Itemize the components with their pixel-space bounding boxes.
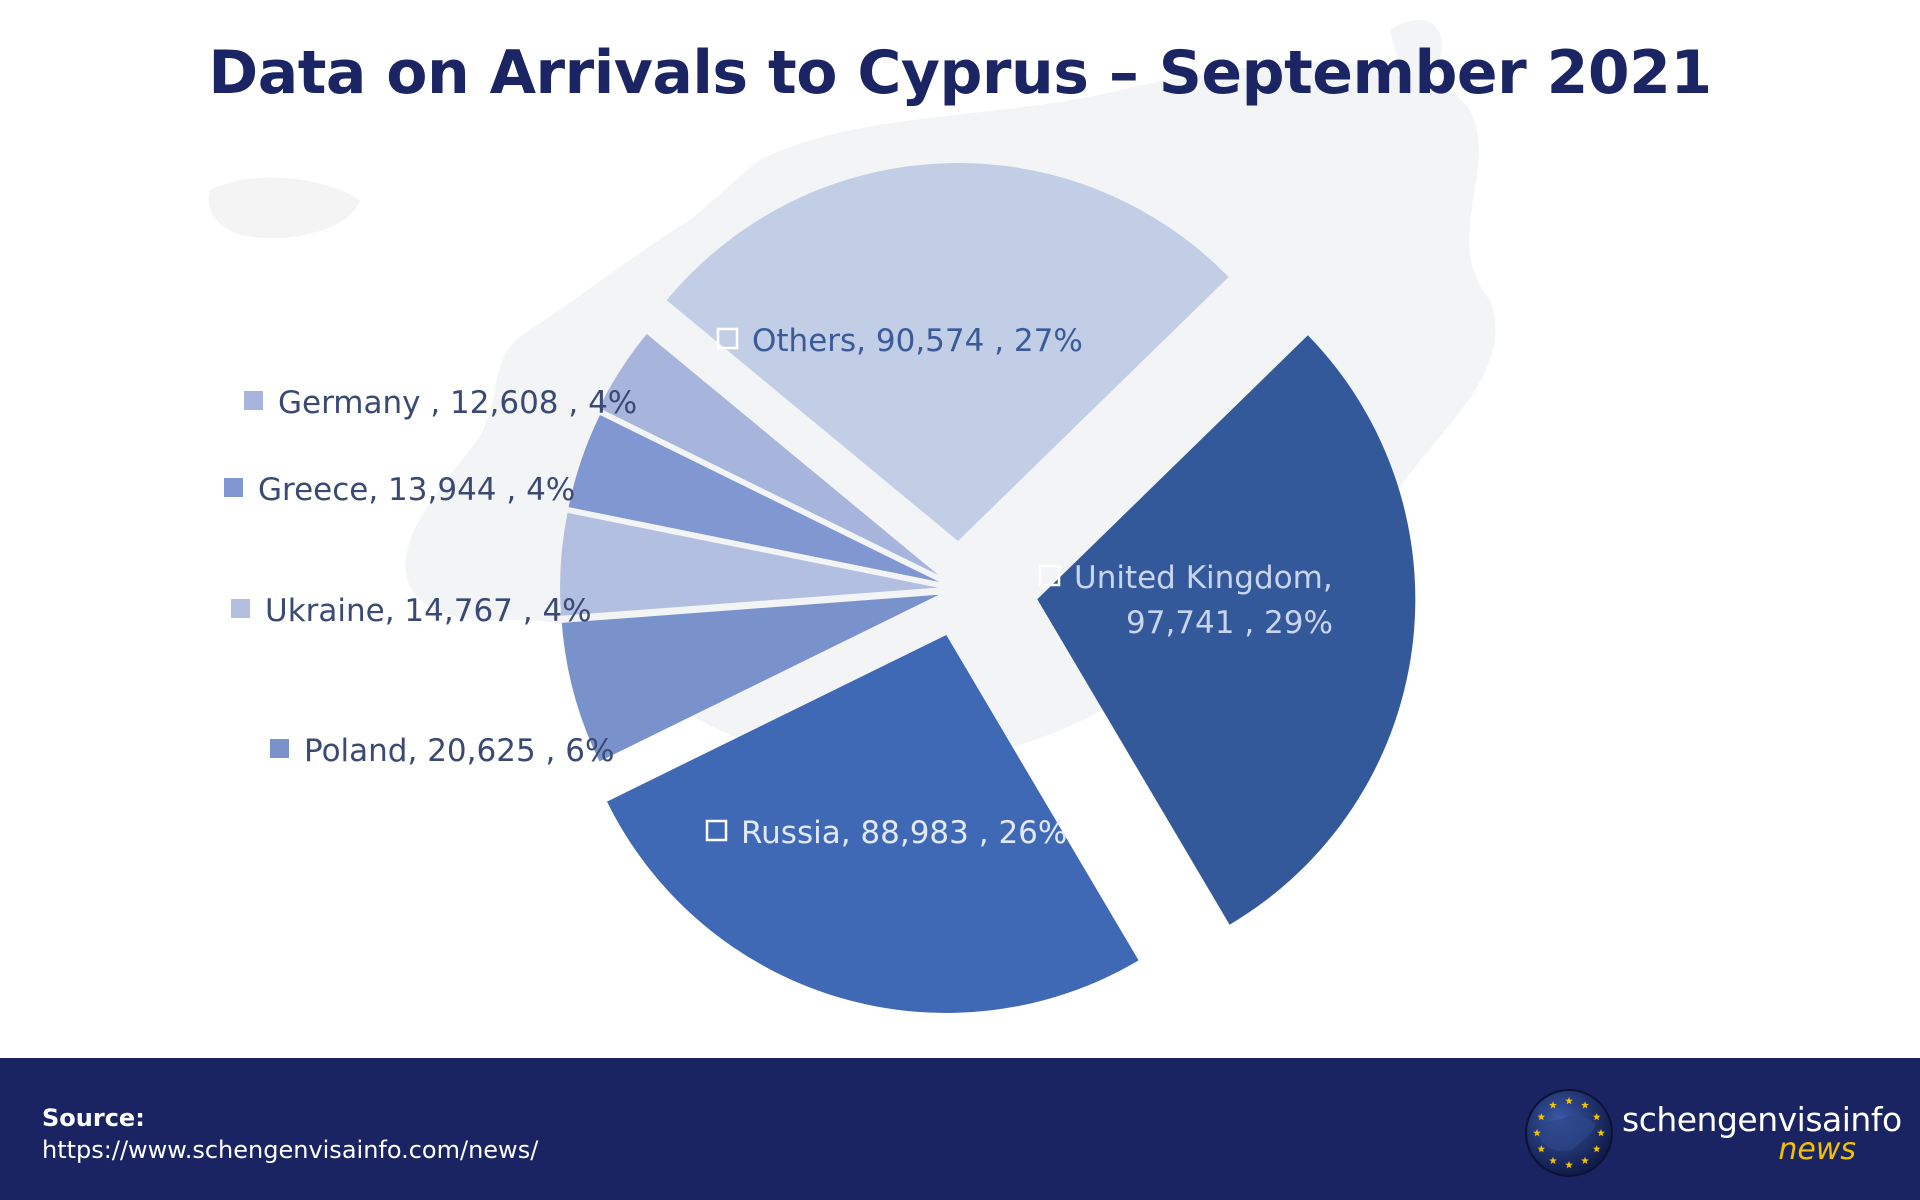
star-icon: [1592, 1113, 1601, 1121]
pie-slice-poland: [561, 594, 939, 762]
legend-key-greece: [224, 478, 243, 497]
brand-name: schengenvisainfo: [1622, 1100, 1902, 1139]
star-icon: [1592, 1145, 1601, 1153]
star-icon: [1537, 1113, 1546, 1121]
legend-key-united-kingdom: [1038, 564, 1061, 587]
source-url[interactable]: https://www.schengenvisainfo.com/news/: [42, 1136, 539, 1164]
data-label-germany: Germany , 12,608 , 4%: [244, 385, 637, 421]
data-label-text-poland: Poland, 20,625 , 6%: [304, 733, 614, 769]
star-icon: [1533, 1129, 1541, 1137]
data-label-united-kingdom: United Kingdom, 97,741 , 29%: [1038, 560, 1333, 641]
brand-logo-group[interactable]: schengenvisainfo news: [1524, 1082, 1904, 1182]
pie-slice-united-kingdom: [1037, 335, 1416, 925]
source-label: Source:: [42, 1104, 145, 1132]
data-label-value-united-kingdom: 97,741 , 29%: [1126, 605, 1333, 641]
star-icon: [1549, 1156, 1557, 1164]
data-label-ukraine: Ukraine, 14,767 , 4%: [231, 593, 592, 629]
data-label-text-germany: Germany , 12,608 , 4%: [278, 385, 637, 421]
legend-key-russia: [705, 819, 728, 842]
brand-sub: news: [1778, 1132, 1856, 1167]
legend-key-poland: [270, 739, 289, 758]
legend-key-ukraine: [231, 599, 250, 618]
data-label-greece: Greece, 13,944 , 4%: [224, 472, 575, 508]
legend-key-germany: [244, 391, 263, 410]
data-label-text-ukraine: Ukraine, 14,767 , 4%: [265, 593, 592, 629]
data-label-poland: Poland, 20,625 , 6%: [270, 733, 614, 769]
pie-slice-ukraine: [560, 512, 938, 616]
data-label-text-russia: Russia, 88,983 , 26%: [741, 815, 1067, 851]
legend-key-others: [716, 327, 739, 350]
star-icon: [1565, 1161, 1573, 1169]
data-label-text-greece: Greece, 13,944 , 4%: [258, 472, 575, 508]
star-icon: [1549, 1101, 1557, 1109]
data-label-text-united-kingdom: United Kingdom,: [1074, 560, 1333, 596]
pie-slice-others: [666, 163, 1229, 541]
star-icon: [1581, 1101, 1589, 1109]
data-label-russia: Russia, 88,983 , 26%: [705, 815, 1067, 851]
star-icon: [1581, 1156, 1589, 1164]
chart-title: Data on Arrivals to Cyprus – September 2…: [208, 38, 1712, 108]
pie-chart: United Kingdom, 97,741 , 29% Russia, 88,98…: [224, 163, 1416, 1013]
data-label-others: Others, 90,574 , 27%: [716, 323, 1083, 359]
data-label-text-others: Others, 90,574 , 27%: [752, 323, 1083, 359]
eu-stars-icon: [1525, 1089, 1613, 1177]
pie-slice-germany: [599, 334, 939, 575]
star-icon: [1597, 1129, 1605, 1137]
star-icon: [1565, 1097, 1573, 1105]
pie-slice-russia: [607, 635, 1139, 1013]
star-icon: [1537, 1145, 1546, 1153]
pie-slice-greece: [568, 415, 940, 582]
